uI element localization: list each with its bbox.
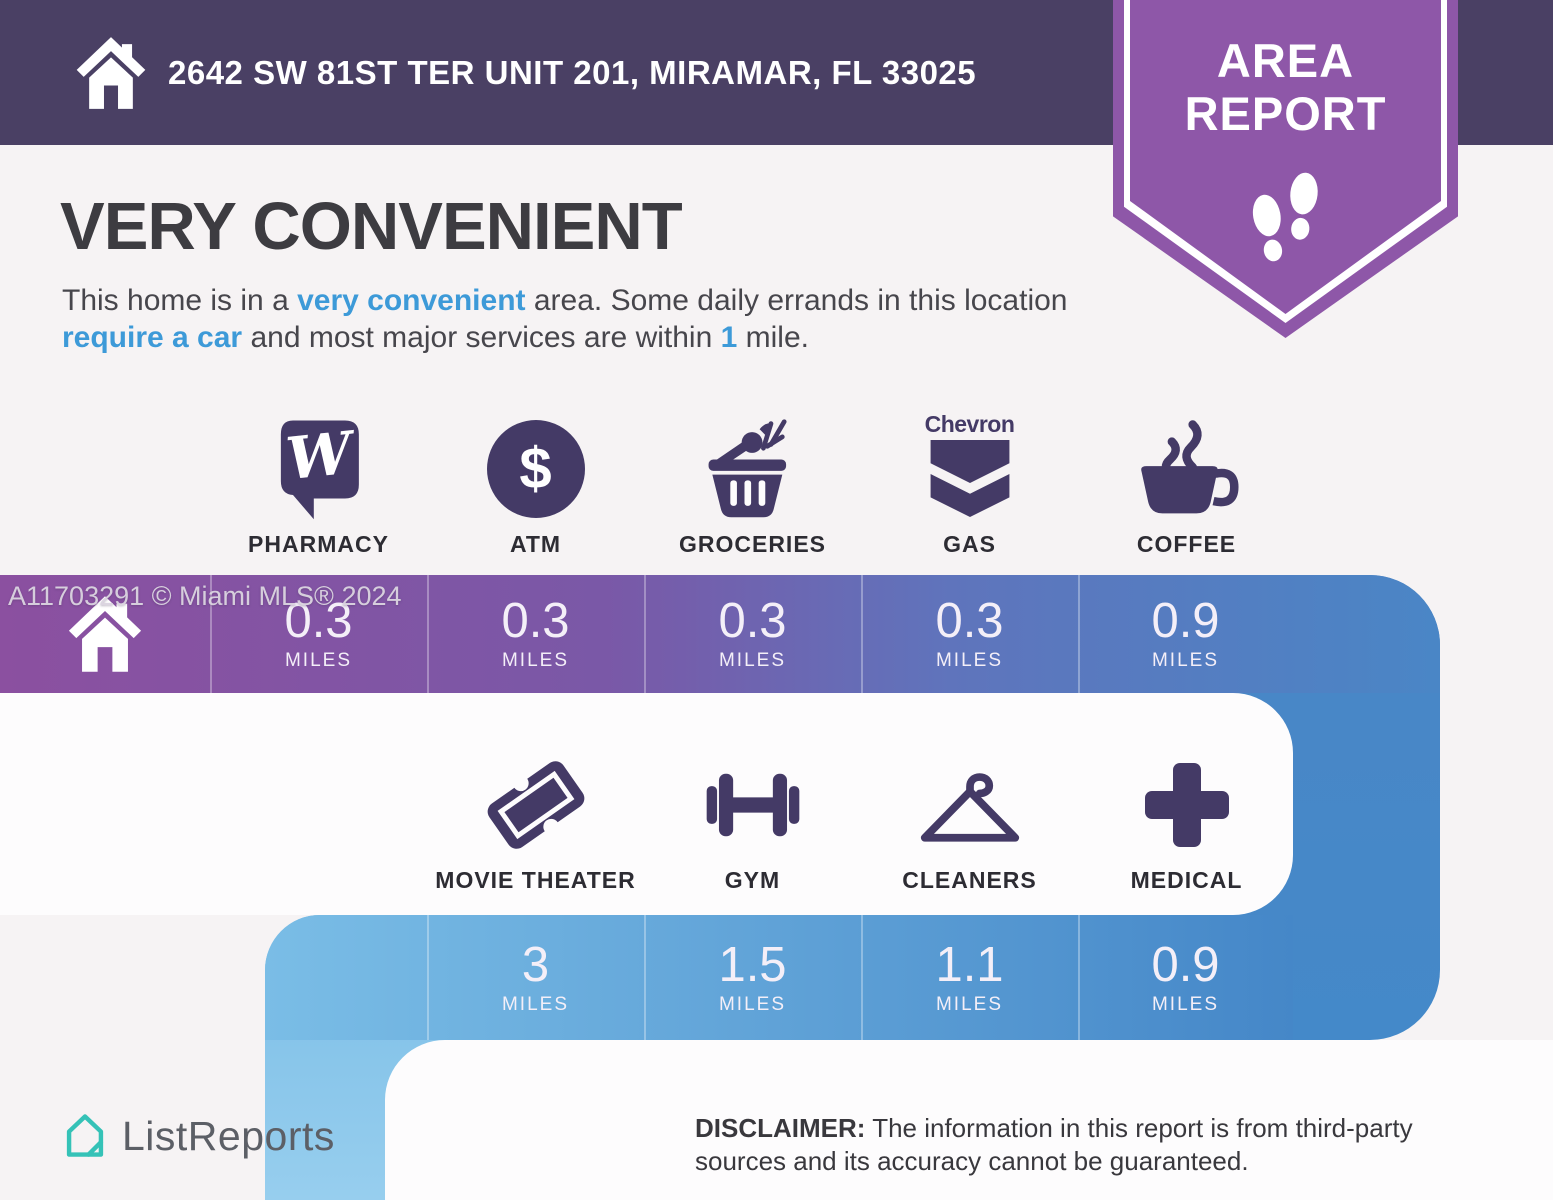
chevron-gas-icon: Chevron [925,406,1015,531]
footprints-icon [1252,172,1318,262]
badge-line2: REPORT [1184,87,1387,140]
listreports-logo: ListReports [62,1110,335,1162]
service-label: CLEANERS [902,867,1037,893]
cell-divider [861,575,863,693]
distance-gas: 0.3 MILES [935,594,1004,671]
distance-gym: 1.5 MILES [718,937,787,1015]
service-gas: Chevron GAS [861,406,1078,558]
service-label: PHARMACY [248,531,389,557]
cell-divider [1078,575,1080,693]
service-coffee: COFFEE [1078,406,1295,558]
gas-brand-text: Chevron [924,411,1015,437]
service-cleaners: CLEANERS [861,742,1078,894]
coffee-cup-icon [1134,406,1240,531]
page-title: VERY CONVENIENT [60,189,683,264]
service-label: COFFEE [1136,531,1237,557]
highlight-very-convenient: very convenient [297,284,526,317]
highlight-one-mile: 1 [720,321,738,354]
highlight-require-a-car: require a car [62,321,243,354]
service-label: GROCERIES [678,531,827,557]
distance-movie-theater: 3 MILES [501,937,570,1015]
disclaimer-text: DISCLAIMER: The information in this repo… [695,1113,1413,1176]
distance-medical: 0.9 MILES [1151,937,1220,1015]
distance-coffee: 0.9 MILES [1151,594,1220,671]
service-pharmacy: W PHARMACY [210,406,427,558]
distance-atm: 0.3 MILES [501,594,570,671]
service-label: GYM [724,867,781,893]
listreports-wordmark: ListReports [122,1112,335,1159]
home-icon [68,596,142,672]
service-label: GAS [943,531,996,557]
cell-divider [644,575,646,693]
dollar-circle-icon: $ [486,406,585,531]
service-label: ATM [509,531,562,557]
service-gym: GYM [644,742,861,894]
distance-pharmacy: 0.3 MILES [284,594,353,671]
mls-watermark: A11703291 © Miami MLS® 2024 [8,581,402,611]
row2-icons-panel [0,693,1293,915]
service-label: MOVIE THEATER [435,867,636,893]
service-atm: $ ATM [427,406,644,558]
distance-groceries: 0.3 MILES [718,594,787,671]
area-report-badge: AREA REPORT [1113,0,1458,338]
movie-ticket-icon [482,742,590,867]
footer-panel [385,1040,1553,1200]
cell-divider [1078,915,1080,1040]
service-movie-theater: MOVIE THEATER [427,742,644,894]
service-groceries: GROCERIES [644,406,861,558]
service-medical: MEDICAL [1078,742,1295,894]
listreports-house-icon [66,1114,104,1157]
cell-divider [644,915,646,1040]
home-origin-cell [0,575,210,693]
property-address: 2642 SW 81ST TER UNIT 201, MIRAMAR, FL 3… [168,53,977,91]
medical-cross-icon [1137,742,1237,867]
dumbbell-icon [701,742,805,867]
convenience-description: This home is in a very convenient area. … [62,284,1068,354]
cell-divider [210,575,212,693]
hanger-icon [917,742,1023,867]
cell-divider [861,915,863,1040]
route-row2-band [265,915,1293,1040]
route-row1-band [0,575,1440,693]
walgreens-icon: W [272,406,366,531]
grocery-basket-icon [701,406,805,531]
home-icon [72,34,150,112]
distance-cleaners: 1.1 MILES [935,937,1004,1015]
badge-line1: AREA [1216,34,1355,87]
service-label: MEDICAL [1130,867,1243,893]
cell-divider [427,575,429,693]
cell-divider [427,915,429,1040]
